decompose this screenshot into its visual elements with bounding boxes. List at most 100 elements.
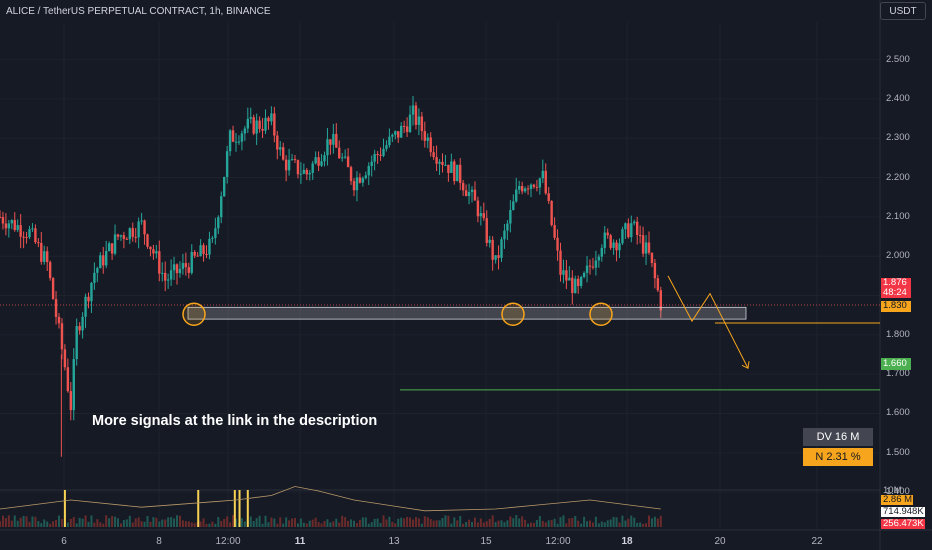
candle-body	[28, 229, 31, 238]
candle-body	[290, 159, 294, 161]
volume-bar	[311, 519, 314, 527]
volume-bar	[7, 515, 10, 527]
time-tick: 22	[811, 536, 823, 547]
volume-bar	[255, 518, 258, 527]
candle-body	[69, 391, 72, 411]
candle-body	[40, 242, 43, 262]
volume-bar	[441, 517, 444, 527]
candle-body	[329, 139, 332, 145]
volume-bar	[16, 520, 19, 527]
candle-body	[379, 154, 382, 156]
currency-button[interactable]: USDT	[880, 2, 926, 20]
candle-body	[214, 228, 217, 238]
candle-body	[246, 118, 249, 129]
candle-body	[205, 253, 208, 255]
candle-body	[46, 251, 49, 263]
volume-bar	[518, 518, 521, 527]
volume-bar	[423, 516, 426, 527]
candle-body	[585, 265, 589, 273]
volume-bar	[117, 518, 119, 527]
volume-bar	[217, 517, 220, 527]
candle-body	[110, 243, 114, 254]
volume-bar	[583, 516, 586, 527]
candle-body	[453, 161, 456, 182]
volume-bar	[261, 523, 264, 527]
volume-bar	[40, 523, 43, 527]
volume-bar	[565, 523, 568, 527]
time-tick: 6	[61, 536, 67, 547]
candle-body	[166, 279, 170, 281]
candle-body	[217, 217, 220, 229]
candle-body	[261, 128, 264, 131]
time-tick: 11	[294, 536, 306, 547]
volume-bar	[102, 523, 105, 527]
time-tick: 18	[621, 536, 633, 547]
candle-body	[441, 161, 444, 165]
volume-bar	[612, 516, 615, 527]
volume-bar	[609, 519, 612, 527]
candle-body	[621, 229, 624, 244]
volume-bar	[78, 517, 81, 527]
last-price-tag: 1.876 48:24	[881, 278, 911, 298]
volume-bar	[627, 518, 630, 527]
price-tick: 1.500	[886, 446, 910, 458]
volume-bar	[420, 523, 423, 527]
candle-body	[258, 120, 261, 129]
candle-body	[66, 367, 70, 392]
candle-body	[105, 251, 108, 266]
volume-bar	[426, 517, 429, 527]
volume-bar	[606, 520, 609, 527]
candle-body	[523, 188, 527, 192]
dv-stat: DV 16 M	[803, 428, 873, 446]
volume-bar	[134, 518, 137, 527]
price-tick: 1.400	[886, 486, 910, 498]
candle-body	[119, 235, 123, 237]
candle-body	[190, 251, 193, 273]
volume-bar	[176, 515, 178, 527]
candle-body	[48, 262, 52, 279]
candle-body	[7, 223, 11, 229]
volume-bar	[99, 522, 102, 527]
candle-body	[653, 262, 657, 279]
volume-bar	[96, 519, 99, 527]
candle-body	[382, 148, 385, 156]
grid-lines	[0, 22, 880, 530]
candle-body	[444, 164, 447, 166]
time-tick: 12:00	[545, 536, 571, 547]
candle-body	[311, 163, 314, 173]
candle-body	[641, 235, 645, 254]
time-tick: 8	[156, 536, 162, 547]
candle-body	[60, 323, 64, 350]
candle-body	[19, 225, 22, 237]
volume-bar	[279, 517, 282, 527]
volume-bar	[538, 515, 541, 527]
time-tick: 12:00	[215, 536, 241, 547]
volume-scale-label: 10M	[883, 485, 902, 496]
volume-bar	[350, 519, 353, 527]
candle-body	[155, 251, 158, 254]
candle-body	[158, 251, 161, 274]
volume-bar	[66, 522, 69, 527]
candle-body	[529, 184, 533, 190]
volume-bar	[93, 522, 96, 527]
candle-body	[284, 159, 288, 171]
candle-body	[208, 238, 211, 255]
candle-body	[346, 156, 350, 168]
volume-bar	[122, 520, 125, 527]
candle-body	[633, 221, 636, 224]
volume-bar	[568, 518, 571, 527]
volume-bar	[267, 522, 270, 527]
volume-bar	[187, 521, 190, 527]
volume-bar	[373, 518, 376, 527]
drawing-layer	[0, 275, 880, 391]
candle-body	[579, 276, 583, 286]
volume-bar	[22, 515, 25, 527]
volume-bar	[382, 515, 385, 527]
candle-body	[122, 235, 126, 239]
candle-body	[320, 161, 323, 166]
volume-bar	[547, 520, 550, 527]
candle-body	[172, 264, 176, 271]
candle-body	[264, 117, 267, 131]
candle-body	[273, 113, 276, 136]
